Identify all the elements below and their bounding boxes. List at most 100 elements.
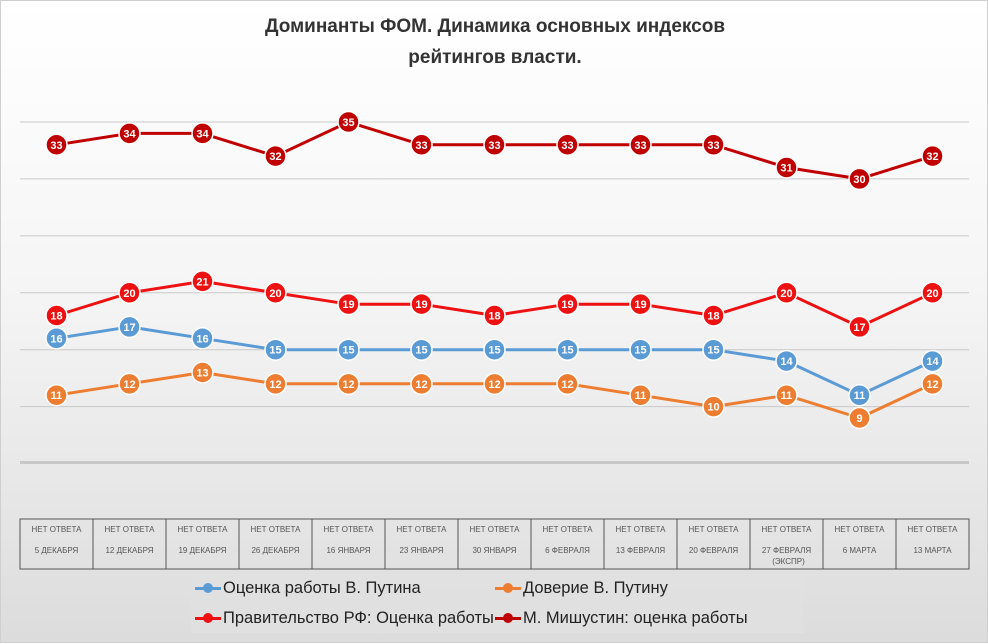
data-point (629, 383, 652, 407)
data-point (848, 167, 871, 191)
data-label: 15 (415, 345, 427, 357)
data-point (191, 122, 214, 145)
data-point (337, 110, 360, 134)
data-label: 11 (635, 390, 647, 402)
data-label: 12 (342, 379, 354, 391)
data-label: 18 (707, 311, 719, 323)
data-point (921, 281, 944, 305)
data-label: 12 (269, 379, 281, 391)
category-date-label: 13 МАРТА (913, 546, 952, 555)
data-label: 20 (780, 288, 792, 300)
category-top-label: НЕТ ОТВЕТА (616, 525, 667, 534)
data-label: 32 (926, 151, 938, 163)
data-point (191, 270, 214, 293)
category-top-label: НЕТ ОТВЕТА (762, 525, 813, 534)
category-date-label: 6 МАРТА (843, 546, 877, 555)
data-label: 12 (926, 379, 938, 391)
data-label: 34 (123, 128, 136, 140)
data-point (848, 383, 871, 407)
data-label: 20 (123, 288, 135, 300)
data-label: 19 (415, 299, 427, 311)
data-point (337, 372, 360, 396)
data-point (45, 133, 68, 157)
category-date-label: 13 ФЕВРАЛЯ (616, 546, 665, 555)
data-label: 33 (415, 140, 427, 152)
data-point (483, 133, 506, 157)
legend-item-putin-rating: Оценка работы В. Путина (195, 573, 421, 603)
data-point (191, 361, 214, 384)
category-date-label: 5 ДЕКАБРЯ (35, 546, 79, 555)
data-point (118, 372, 141, 396)
category-top-label: НЕТ ОТВЕТА (251, 525, 302, 534)
data-point (410, 372, 433, 396)
data-label: 31 (780, 163, 792, 175)
legend-label-putin-trust: Доверие В. Путину (523, 578, 668, 597)
data-point (483, 304, 506, 327)
data-label: 13 (196, 367, 208, 379)
category-top-label: НЕТ ОТВЕТА (324, 525, 375, 534)
category-top-label: НЕТ ОТВЕТА (689, 525, 740, 534)
data-label: 34 (196, 128, 209, 140)
data-point (556, 338, 579, 361)
data-label: 11 (854, 390, 866, 402)
data-label: 19 (561, 299, 573, 311)
category-date-label: 16 ЯНВАРЯ (326, 546, 370, 555)
data-label: 11 (51, 390, 63, 402)
category-date-label: 19 ДЕКАБРЯ (178, 546, 226, 555)
data-point (264, 281, 287, 305)
data-point (702, 304, 725, 327)
category-top-label: НЕТ ОТВЕТА (543, 525, 594, 534)
data-label: 15 (269, 345, 281, 357)
category-date-label: 30 ЯНВАРЯ (472, 546, 516, 555)
data-label: 33 (488, 140, 500, 152)
data-point (264, 144, 287, 168)
data-point (410, 133, 433, 157)
data-label: 12 (123, 379, 135, 391)
legend-key-putin-rating (195, 581, 221, 595)
data-point (702, 395, 725, 418)
data-label: 15 (488, 345, 500, 357)
data-point (337, 292, 360, 316)
data-label: 9 (856, 413, 862, 425)
category-date-label: 6 ФЕВРАЛЯ (545, 546, 590, 555)
category-date-label: 27 ФЕВРАЛЯ (762, 546, 811, 555)
legend-key-putin-trust (495, 581, 521, 595)
data-point (629, 338, 652, 361)
data-label: 33 (50, 140, 62, 152)
data-label: 32 (269, 151, 281, 163)
data-label: 16 (50, 333, 62, 345)
category-top-label: НЕТ ОТВЕТА (470, 525, 521, 534)
category-top-label: НЕТ ОТВЕТА (397, 525, 448, 534)
data-label: 33 (561, 140, 573, 152)
data-label: 17 (853, 322, 865, 334)
data-label: 35 (342, 117, 354, 129)
data-label: 18 (50, 311, 62, 323)
data-point (775, 281, 798, 305)
data-label: 11 (781, 390, 793, 402)
data-label: 14 (926, 356, 939, 368)
data-point (483, 372, 506, 396)
legend-item-putin-trust: Доверие В. Путину (495, 573, 668, 603)
data-point (45, 383, 68, 407)
data-label: 20 (926, 288, 938, 300)
category-date-label: 23 ЯНВАРЯ (399, 546, 443, 555)
data-point (702, 338, 725, 361)
data-point (556, 133, 579, 157)
data-label: 18 (488, 311, 500, 323)
category-top-label: НЕТ ОТВЕТА (835, 525, 886, 534)
data-point (264, 372, 287, 396)
data-point (775, 383, 798, 407)
data-point (921, 349, 944, 373)
data-point (775, 349, 798, 373)
data-point (45, 327, 68, 350)
data-point (118, 122, 141, 145)
data-point (337, 338, 360, 361)
data-label: 14 (780, 356, 793, 368)
legend-key-government-rating (195, 611, 221, 625)
data-label: 30 (853, 174, 865, 186)
data-label: 15 (707, 345, 719, 357)
chart-title-line2: рейтингов власти. (408, 47, 582, 68)
data-label: 12 (488, 379, 500, 391)
